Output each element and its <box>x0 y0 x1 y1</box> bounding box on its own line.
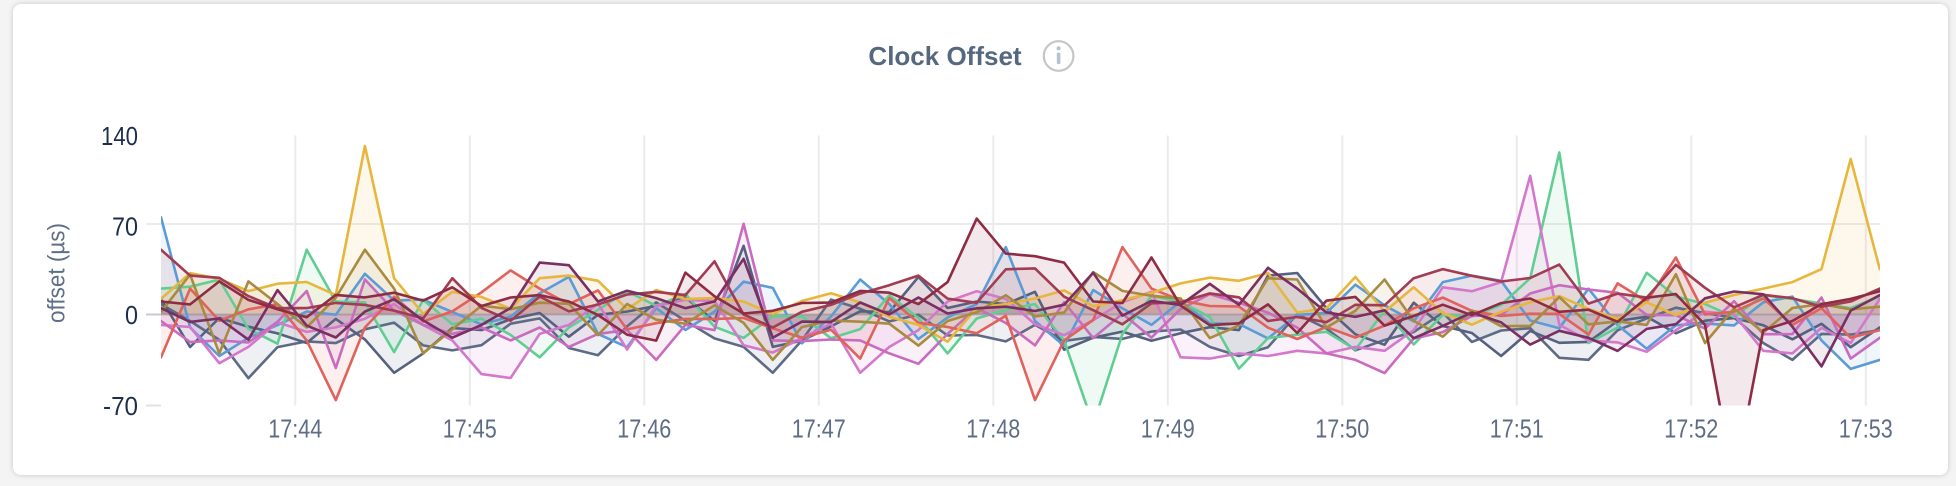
svg-text:offset (µs): offset (µs) <box>44 223 71 323</box>
svg-text:17:47: 17:47 <box>792 414 846 444</box>
svg-text:140: 140 <box>101 121 138 151</box>
svg-text:17:53: 17:53 <box>1839 414 1893 444</box>
svg-text:17:50: 17:50 <box>1315 414 1369 444</box>
svg-text:17:51: 17:51 <box>1490 414 1544 444</box>
svg-text:-70: -70 <box>103 391 138 421</box>
svg-text:17:49: 17:49 <box>1141 414 1195 444</box>
svg-text:17:44: 17:44 <box>268 414 322 444</box>
svg-text:17:52: 17:52 <box>1664 414 1718 444</box>
svg-text:17:45: 17:45 <box>443 414 497 444</box>
svg-text:17:46: 17:46 <box>617 414 671 444</box>
svg-text:0: 0 <box>125 300 138 330</box>
svg-text:Clock Offset: Clock Offset <box>868 41 1021 71</box>
svg-text:17:48: 17:48 <box>966 414 1020 444</box>
svg-text:70: 70 <box>112 212 138 242</box>
